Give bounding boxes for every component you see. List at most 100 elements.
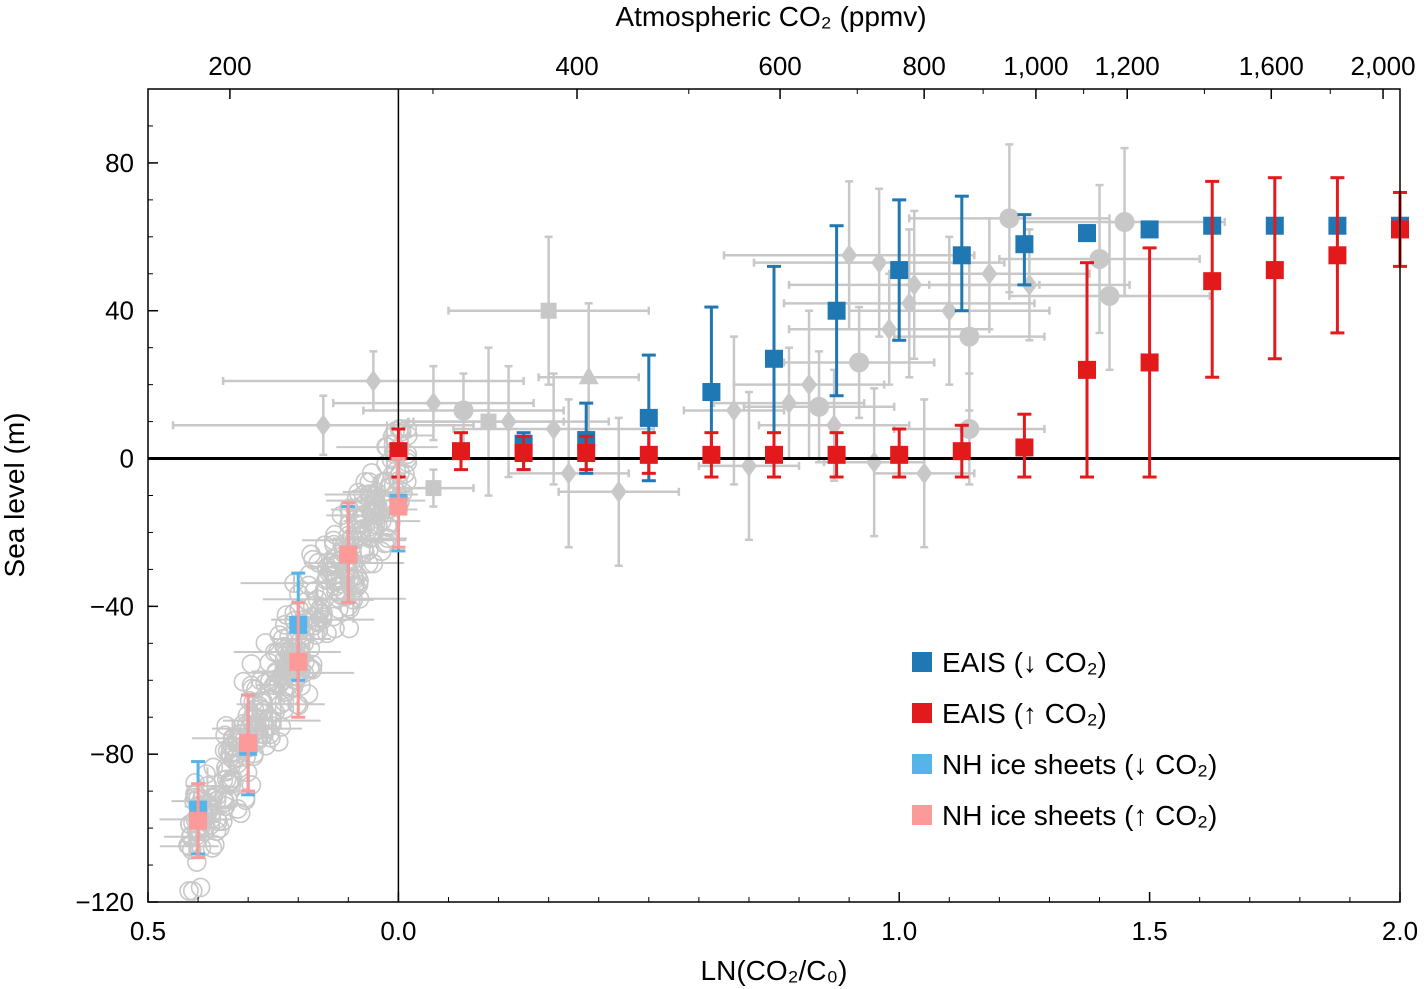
x-axis-ticks: 0.5 0.0 1.0 1.5 2.0 <box>130 892 1418 946</box>
proxy-point <box>999 208 1020 229</box>
proxy-cloud-point <box>255 633 276 653</box>
proxy-cloud-point <box>202 838 223 858</box>
series-0-point <box>1015 235 1034 254</box>
series-1-point <box>389 442 408 461</box>
x-tick-label: 1.5 <box>1132 916 1168 946</box>
proxy-cloud-point <box>216 716 236 736</box>
y-tick-label: 40 <box>105 296 134 326</box>
series-1-point <box>577 444 596 463</box>
series-1-point <box>639 445 658 464</box>
series-1-point <box>702 445 721 464</box>
series-1-point <box>952 442 971 461</box>
proxy-point <box>725 399 742 422</box>
legend-label: EAIS (↓ CO₂) <box>942 647 1107 678</box>
y-tick-label: 0 <box>120 444 134 474</box>
series-3-point <box>239 734 258 753</box>
y-axis-ticks: −120 −80 −40 0 40 80 <box>75 88 158 917</box>
proxy-cloud-point <box>190 877 211 898</box>
series-3-point <box>189 811 208 830</box>
top-tick-label: 1,200 <box>1095 51 1160 81</box>
proxy-cloud-point <box>339 618 360 639</box>
proxy-cloud-point <box>277 676 298 697</box>
series-0-point <box>890 261 909 280</box>
proxy-cloud-point <box>365 490 386 511</box>
proxy-point <box>871 251 888 274</box>
legend-label: NH ice sheets (↓ CO₂) <box>942 749 1217 780</box>
proxy-cloud-point <box>351 515 371 535</box>
series-1-point <box>765 445 783 464</box>
top-tick-label: 1,000 <box>1003 51 1068 81</box>
proxy-cloud-point <box>363 494 384 515</box>
legend-swatch <box>912 703 932 723</box>
series-0-point <box>639 408 658 427</box>
top-axis-ticks: 200 400 600 800 1,000 1,200 1,600 2,000 <box>208 51 1416 99</box>
proxy-point <box>610 480 627 503</box>
proxy-point <box>578 366 599 385</box>
proxy-cloud-point <box>266 674 286 694</box>
proxy-cloud-point <box>274 699 295 720</box>
proxy-point <box>801 373 818 396</box>
series-3-point <box>339 545 358 564</box>
proxy-point <box>781 392 798 415</box>
proxy-point <box>841 244 858 267</box>
proxy-point <box>500 410 517 433</box>
proxy-point <box>453 400 474 421</box>
y-tick-label: 80 <box>105 148 134 178</box>
y-tick-label: −40 <box>90 591 134 621</box>
series-0-point <box>1078 224 1096 243</box>
proxy-point <box>916 462 933 485</box>
top-tick-label: 600 <box>758 51 801 81</box>
proxy-point <box>906 273 923 296</box>
top-axis-label: Atmospheric CO₂ (ppmv) <box>615 1 926 32</box>
proxy-cloud-point <box>385 421 405 441</box>
x-tick-label: 0.5 <box>130 916 166 946</box>
series-1-point <box>1265 261 1284 280</box>
top-tick-label: 800 <box>902 51 945 81</box>
proxy-cloud-point <box>324 565 344 585</box>
proxy-point <box>560 462 577 485</box>
proxy-cloud-point <box>345 569 365 590</box>
y-axis-label: Sea level (m) <box>0 413 30 578</box>
proxy-cloud-point <box>377 532 397 553</box>
proxy-cloud-point <box>343 590 364 610</box>
proxy-cloud-point <box>217 760 238 780</box>
series-1-point <box>1203 272 1222 291</box>
proxy-cloud-point <box>291 676 311 696</box>
proxy-cloud-point <box>302 595 323 616</box>
y-tick-label: −80 <box>90 739 134 769</box>
top-tick-label: 400 <box>555 51 598 81</box>
series-3-point <box>389 497 408 516</box>
proxy-cloud-point <box>215 725 235 746</box>
series-layer <box>189 176 1409 860</box>
series-3-point <box>289 652 308 671</box>
top-tick-label: 200 <box>208 51 251 81</box>
legend-label: NH ice sheets (↑ CO₂) <box>942 800 1217 831</box>
proxy-point <box>315 414 332 437</box>
proxy-point <box>1099 285 1120 306</box>
proxy-point <box>1114 212 1135 233</box>
proxy-point <box>1089 248 1110 269</box>
proxy-cloud-point <box>210 818 230 839</box>
series-0-point <box>702 383 721 402</box>
proxy-cloud-point <box>371 473 392 493</box>
series-0-point <box>1140 220 1159 239</box>
legend-swatch <box>912 652 932 672</box>
series-1-point <box>514 444 533 463</box>
series-1-point <box>1328 246 1347 265</box>
series-1-point <box>890 445 909 464</box>
x-axis-label: LN(CO₂/C₀) <box>701 955 848 986</box>
proxy-cloud-point <box>386 460 407 481</box>
series-0-point <box>827 301 846 320</box>
legend: EAIS (↓ CO₂) EAIS (↑ CO₂) NH ice sheets (↓… <box>912 647 1217 831</box>
proxy-cloud-point <box>179 881 199 901</box>
proxy-cloud-point <box>298 684 319 704</box>
proxy-point <box>866 451 883 474</box>
proxy-cloud-point <box>343 568 364 588</box>
series-1-point <box>827 445 846 464</box>
proxy-data-layer <box>159 143 1226 901</box>
series-1-point <box>1015 438 1034 457</box>
proxy-cloud-point <box>250 670 271 691</box>
series-0-point <box>765 349 783 368</box>
legend-swatch <box>912 805 932 825</box>
